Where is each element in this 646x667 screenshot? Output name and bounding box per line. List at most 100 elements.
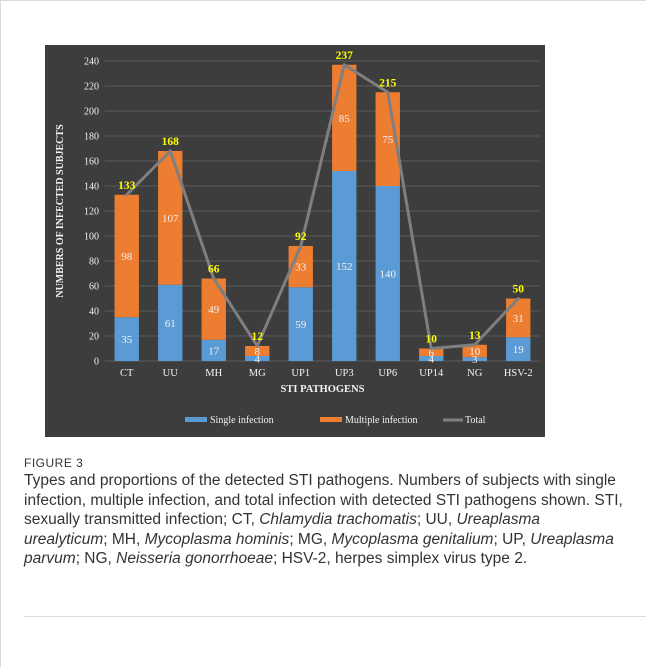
total-label: 13 bbox=[469, 330, 481, 342]
data-label-multiple: 10 bbox=[469, 346, 481, 358]
total-label: 237 bbox=[336, 50, 354, 62]
bar-multiple-infection bbox=[462, 344, 487, 358]
x-tick-label: UP6 bbox=[378, 368, 397, 379]
y-tick-label: 240 bbox=[84, 57, 99, 68]
bar-single-infection bbox=[375, 186, 400, 361]
data-label-multiple: 75 bbox=[382, 134, 394, 146]
chart-container: 0 20 40 60 80 100 120 140 160 180 200 220 240 NUMBERS… bbox=[45, 45, 545, 437]
y-tick-label: 40 bbox=[89, 307, 99, 318]
x-tick-label: UP1 bbox=[291, 368, 310, 379]
bar-single-infection bbox=[201, 339, 226, 361]
total-label: 12 bbox=[252, 331, 264, 343]
bar-single-infection bbox=[462, 357, 487, 361]
bar-single-infection bbox=[114, 317, 139, 361]
bar-multiple-infection bbox=[114, 194, 139, 318]
total-point bbox=[386, 90, 390, 94]
x-tick-label: NG bbox=[467, 368, 483, 379]
data-label-multiple: 31 bbox=[513, 313, 524, 325]
caption-text: ; NG, bbox=[75, 550, 117, 567]
bar-single-infection bbox=[332, 171, 357, 361]
bar-single-infection bbox=[419, 356, 444, 361]
y-tick-label: 140 bbox=[84, 182, 99, 193]
data-label-multiple: 85 bbox=[339, 113, 351, 125]
bar-single-infection bbox=[506, 337, 531, 361]
bar-single-infection bbox=[245, 356, 270, 361]
caption-text: ; UU, bbox=[416, 511, 457, 528]
y-tick-label: 180 bbox=[84, 132, 99, 143]
chart-svg: 0 20 40 60 80 100 120 140 160 180 200 220 240 NUMBERS… bbox=[55, 50, 540, 426]
figure-label: FIGURE 3 bbox=[24, 456, 84, 470]
bar-single-infection bbox=[288, 287, 313, 361]
data-label-multiple: 8 bbox=[255, 346, 261, 358]
total-label: 10 bbox=[426, 334, 438, 346]
caption-species-name: Ureaplasma parvum bbox=[24, 530, 614, 568]
total-point bbox=[342, 63, 346, 67]
divider bbox=[24, 616, 646, 617]
legend-label-total: Total bbox=[465, 415, 486, 426]
x-tick-label: CT bbox=[120, 368, 134, 379]
data-label-single: 17 bbox=[208, 345, 220, 357]
data-label-single: 59 bbox=[295, 319, 307, 331]
total-point bbox=[255, 344, 259, 348]
y-tick-label: 80 bbox=[89, 257, 99, 268]
total-point bbox=[168, 149, 172, 153]
y-axis-title: NUMBERS OF INFECTED SUBJECTS bbox=[55, 124, 66, 298]
total-point bbox=[125, 193, 129, 197]
y-tick-label: 20 bbox=[89, 332, 99, 343]
data-label-multiple: 49 bbox=[208, 304, 220, 316]
total-point bbox=[212, 277, 216, 280]
data-label-multiple: 107 bbox=[162, 213, 179, 225]
data-label-single: 19 bbox=[513, 344, 525, 356]
total-label: 215 bbox=[379, 77, 397, 89]
bar-multiple-infection bbox=[245, 346, 270, 356]
data-label-single: 4 bbox=[429, 354, 435, 366]
y-tick-label: 160 bbox=[84, 157, 99, 168]
caption-text: ; HSV-2, herpes simplex virus type 2. bbox=[273, 550, 528, 567]
data-label-multiple: 98 bbox=[121, 251, 133, 263]
bar-multiple-infection bbox=[419, 348, 444, 356]
total-point bbox=[429, 347, 433, 350]
data-label-single: 140 bbox=[380, 269, 397, 281]
y-tick-label: 200 bbox=[84, 107, 99, 118]
data-label-multiple: 6 bbox=[429, 347, 435, 359]
caption-text: ; MH, bbox=[103, 530, 145, 548]
data-label-single: 61 bbox=[165, 318, 176, 330]
total-point bbox=[299, 244, 303, 248]
caption-species-name: Mycoplasma genitalium bbox=[331, 530, 494, 548]
data-label-single: 3 bbox=[472, 354, 478, 366]
caption-text: Types and proportions of the detected ST… bbox=[24, 472, 623, 528]
total-label: 133 bbox=[118, 180, 136, 192]
y-tick-label: 220 bbox=[84, 82, 99, 93]
y-tick-label: 120 bbox=[84, 207, 99, 218]
data-label-single: 35 bbox=[121, 334, 133, 346]
total-label: 66 bbox=[208, 264, 220, 276]
x-tick-label: UP14 bbox=[419, 368, 444, 379]
bar-single-infection bbox=[158, 284, 183, 361]
total-line bbox=[125, 63, 520, 350]
data-label-multiple: 33 bbox=[295, 262, 307, 274]
bar-multiple-infection bbox=[332, 64, 357, 171]
y-tick-label: 60 bbox=[89, 282, 99, 293]
caption-text: ; UP, bbox=[493, 530, 531, 548]
caption-species-name: Neisseria gonorrhoeae bbox=[116, 550, 273, 567]
total-point bbox=[473, 343, 477, 347]
figure-caption: Types and proportions of the detected ST… bbox=[24, 471, 624, 569]
data-label-single: 152 bbox=[336, 261, 353, 273]
legend-swatch-multiple bbox=[320, 417, 342, 422]
x-axis-title: STI PATHOGENS bbox=[281, 384, 365, 395]
caption-text: ; MG, bbox=[289, 530, 332, 548]
y-tick-label: 0 bbox=[94, 357, 99, 368]
total-label: 168 bbox=[162, 136, 180, 148]
data-label-single: 4 bbox=[255, 354, 261, 366]
caption-species-name: Ureaplasma urealyticum bbox=[24, 511, 541, 548]
x-tick-label: MH bbox=[205, 368, 222, 379]
x-tick-label: UU bbox=[163, 368, 179, 379]
caption-species-name: Chlamydia trachomatis bbox=[259, 511, 417, 528]
total-point bbox=[516, 297, 520, 300]
x-tick-label: MG bbox=[249, 368, 266, 379]
x-tick-label: HSV-2 bbox=[504, 368, 533, 379]
total-label: 92 bbox=[295, 231, 307, 243]
total-label: 50 bbox=[513, 284, 525, 296]
legend-label-single: Single infection bbox=[210, 415, 274, 426]
